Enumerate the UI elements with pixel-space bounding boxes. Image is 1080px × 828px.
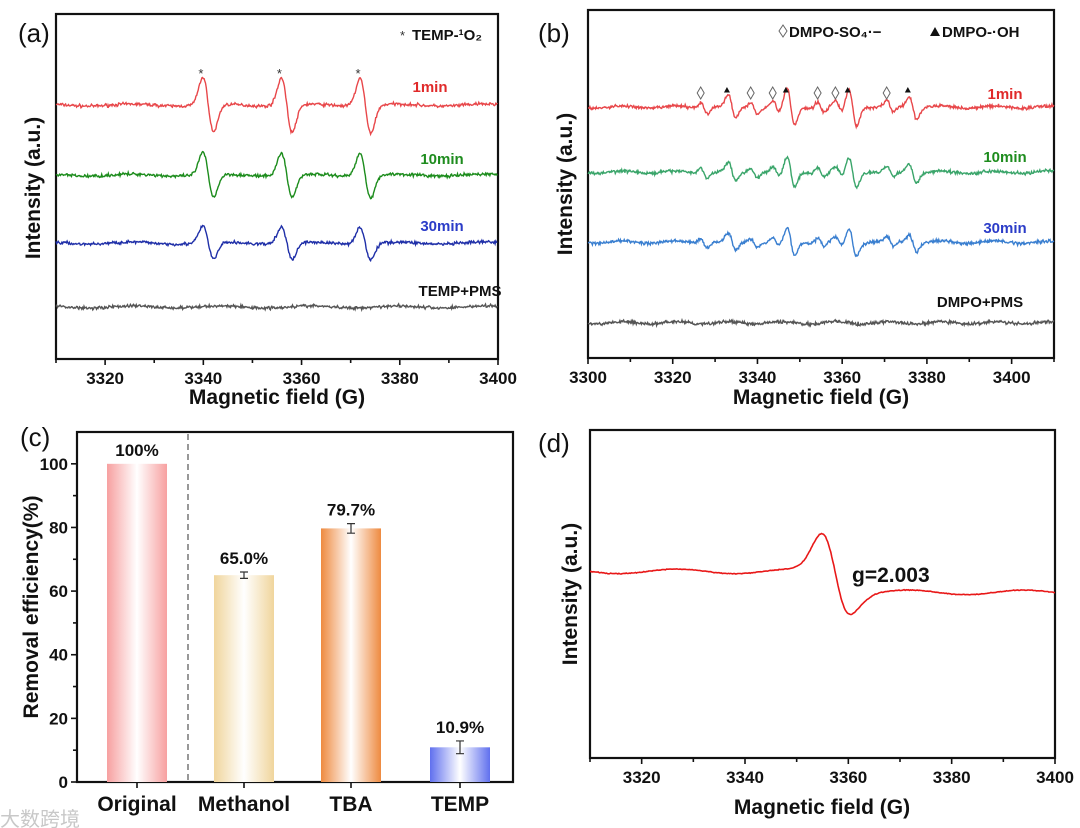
bar-value-label: 79.7% — [327, 501, 375, 520]
so4-marker-diamond — [768, 86, 777, 100]
x-tick-label: 3320 — [86, 369, 124, 388]
oh-marker-triangle — [723, 87, 730, 93]
x-tick-label: 3380 — [933, 768, 971, 787]
series-label: 30min — [420, 218, 463, 235]
legend-marker-triangle — [930, 27, 940, 36]
category-label: TEMP — [431, 793, 489, 816]
x-tick-label: 3300 — [569, 368, 607, 387]
x-tick-label: 3400 — [479, 369, 517, 388]
y-axis-title: Intensity (a.u.) — [22, 117, 45, 259]
series-line-10min — [55, 150, 498, 200]
y-tick-label: 20 — [49, 709, 68, 728]
bar-original — [107, 463, 167, 782]
plot-frame — [54, 12, 500, 361]
bar-value-label: 10.9% — [436, 718, 484, 737]
panel-b: (b) Magnetic field (G) Intensity (a.u.) 330… — [538, 8, 1056, 409]
panel-a: (a) Magnetic field (G) Intensity (a.u.) 332… — [18, 12, 517, 409]
series-line-signal — [589, 532, 1055, 616]
plot-frame — [586, 8, 1056, 360]
oh-marker-triangle — [782, 87, 789, 93]
series-line-30min — [55, 224, 498, 263]
plot-frame — [75, 430, 515, 784]
bar-methanol — [214, 575, 274, 782]
x-tick-label: 3360 — [829, 768, 867, 787]
x-tick-label: 3400 — [1036, 768, 1074, 787]
category-label: Original — [97, 793, 176, 816]
y-tick-label: 60 — [49, 582, 68, 601]
error-bar — [456, 740, 464, 755]
series-label: 1min — [412, 79, 447, 96]
so4-marker-diamond — [831, 86, 840, 100]
x-axis-title: Magnetic field (G) — [189, 386, 365, 409]
x-tick-label: 3380 — [908, 368, 946, 387]
legend-label: TEMP-¹O₂ — [412, 27, 482, 44]
panel-label: (b) — [538, 18, 570, 48]
legend-marker-star: * — [400, 28, 405, 43]
so4-marker-diamond — [813, 86, 822, 100]
oh-marker-triangle — [844, 87, 851, 93]
series-label: DMPO+PMS — [937, 294, 1023, 311]
panel-label: (d) — [538, 428, 570, 458]
x-tick-label: 3320 — [654, 368, 692, 387]
series-label: 10min — [420, 151, 463, 168]
series-line-30min — [587, 226, 1055, 258]
legend-marker-diamond — [778, 24, 788, 38]
peak-marker-star: * — [198, 66, 203, 81]
y-axis-title: Removal efficiency(%) — [20, 496, 43, 719]
panel-d: (d) Magnetic field (G) Intensity (a.u.) 332… — [538, 428, 1074, 819]
series-label: 30min — [983, 220, 1026, 237]
x-axis-title: Magnetic field (G) — [733, 386, 909, 409]
y-tick-label: 0 — [59, 773, 68, 792]
series-line-1min — [588, 86, 1055, 130]
category-label: TBA — [329, 793, 372, 816]
series-line-DMPO+PMS — [587, 317, 1055, 329]
x-axis-title: Magnetic field (G) — [734, 796, 910, 819]
x-tick-label: 3400 — [993, 368, 1031, 387]
panel-label: (c) — [20, 422, 50, 452]
error-bar — [240, 571, 248, 579]
x-tick-label: 3340 — [184, 369, 222, 388]
panel-label: (a) — [18, 18, 50, 48]
x-tick-label: 3360 — [823, 368, 861, 387]
watermark: 大数跨境 — [0, 808, 80, 828]
plot-frame — [588, 428, 1057, 760]
g-value-annotation: g=2.003 — [852, 564, 930, 587]
legend-label: DMPO-·OH — [942, 24, 1020, 41]
peak-marker-star: * — [356, 66, 361, 81]
y-tick-label: 80 — [49, 518, 68, 537]
bar-value-label: 65.0% — [220, 549, 268, 568]
x-tick-label: 3340 — [726, 768, 764, 787]
so4-marker-diamond — [746, 86, 755, 100]
bar-tba — [321, 528, 381, 782]
series-label: TEMP+PMS — [419, 283, 502, 300]
series-line-10min — [587, 155, 1055, 190]
x-tick-label: 3320 — [623, 768, 661, 787]
series-line-TEMP+PMS — [55, 302, 498, 313]
legend-label: DMPO-SO₄·− — [789, 24, 882, 41]
y-tick-label: 100 — [40, 455, 68, 474]
series-label: 1min — [987, 86, 1022, 103]
panel-c: (c) Removal efficiency(%) 0 20 40 60 80 100 100%… — [20, 422, 515, 816]
x-tick-label: 3360 — [283, 369, 321, 388]
series-label: 10min — [983, 149, 1026, 166]
category-label: Methanol — [198, 793, 290, 816]
x-tick-label: 3340 — [739, 368, 777, 387]
bar-value-label: 100% — [115, 441, 158, 460]
so4-marker-diamond — [882, 86, 891, 100]
oh-marker-triangle — [904, 87, 911, 93]
y-axis-title: Intensity (a.u.) — [559, 523, 582, 665]
y-axis-title: Intensity (a.u.) — [554, 113, 577, 255]
series-line-1min — [55, 76, 498, 137]
y-tick-label: 40 — [49, 646, 68, 665]
peak-marker-star: * — [277, 66, 282, 81]
x-tick-label: 3380 — [381, 369, 419, 388]
error-bar — [347, 523, 355, 534]
so4-marker-diamond — [696, 86, 705, 100]
